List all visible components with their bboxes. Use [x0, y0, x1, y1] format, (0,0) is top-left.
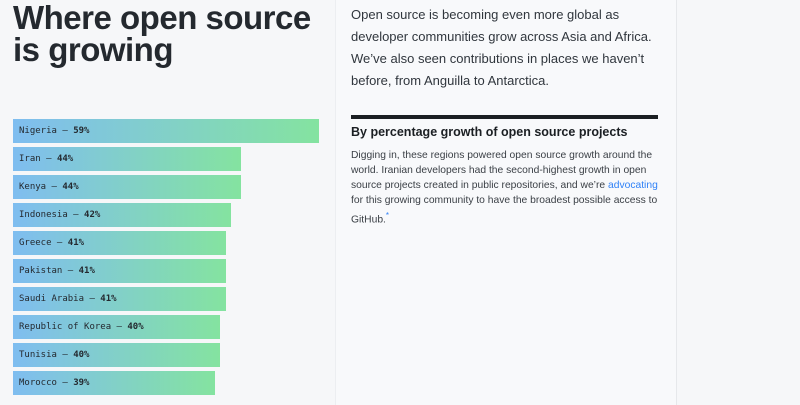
bar-label: Indonesia — 42% [19, 210, 101, 220]
bar-pakistan: Pakistan — 41% [13, 259, 226, 283]
bar-label: Republic of Korea — 40% [19, 322, 144, 332]
bar-value: 41% [100, 294, 117, 304]
bar-value: 39% [73, 378, 90, 388]
bar-value: 41% [67, 238, 85, 248]
bar-nigeria: Nigeria — 59% [13, 119, 319, 143]
bar-label: Morocco — 39% [19, 378, 90, 388]
bar-label: Iran — 44% [19, 154, 74, 164]
bar-label: Greece — 41% [19, 238, 85, 248]
bar-value: 41% [78, 266, 95, 276]
text-column [335, 0, 677, 405]
bar-label: Nigeria — 59% [19, 126, 90, 136]
bar-saudi-arabia: Saudi Arabia — 41% [13, 287, 226, 311]
bar-label: Kenya — 44% [19, 182, 79, 192]
chart-column: Where open source is growing Nigeria — 5… [0, 0, 335, 405]
bar-kenya: Kenya — 44% [13, 175, 242, 199]
bar-value: 59% [73, 126, 90, 136]
bar-label: Saudi Arabia — 41% [19, 294, 117, 304]
bar-value: 40% [73, 350, 90, 360]
section-divider [351, 115, 658, 119]
bar-value: 44% [56, 154, 74, 164]
bar-value: 44% [62, 182, 79, 192]
advocating-link[interactable]: advocating [607, 180, 658, 191]
bar-value: 40% [127, 322, 144, 332]
section-heading: By percentage growth of open source proj… [351, 125, 628, 139]
section-body: Digging in, these regions powered open s… [351, 150, 658, 226]
intro-paragraph: Open source is becoming even more global… [351, 7, 652, 88]
bar-republic-of-korea: Republic of Korea — 40% [13, 315, 221, 339]
bar-value: 42% [84, 210, 101, 220]
page-title: Where open source is growing [13, 0, 311, 68]
bar-label: Tunisia — 40% [19, 350, 90, 360]
bar-tunisia: Tunisia — 40% [13, 343, 221, 367]
bar-iran: Iran — 44% [13, 147, 242, 171]
footnote-marker[interactable]: * [385, 211, 390, 220]
bar-greece: Greece — 41% [13, 231, 226, 255]
bar-morocco: Morocco — 39% [13, 371, 216, 395]
bar-label: Pakistan — 41% [19, 266, 95, 276]
bar-indonesia: Indonesia — 42% [13, 203, 231, 227]
